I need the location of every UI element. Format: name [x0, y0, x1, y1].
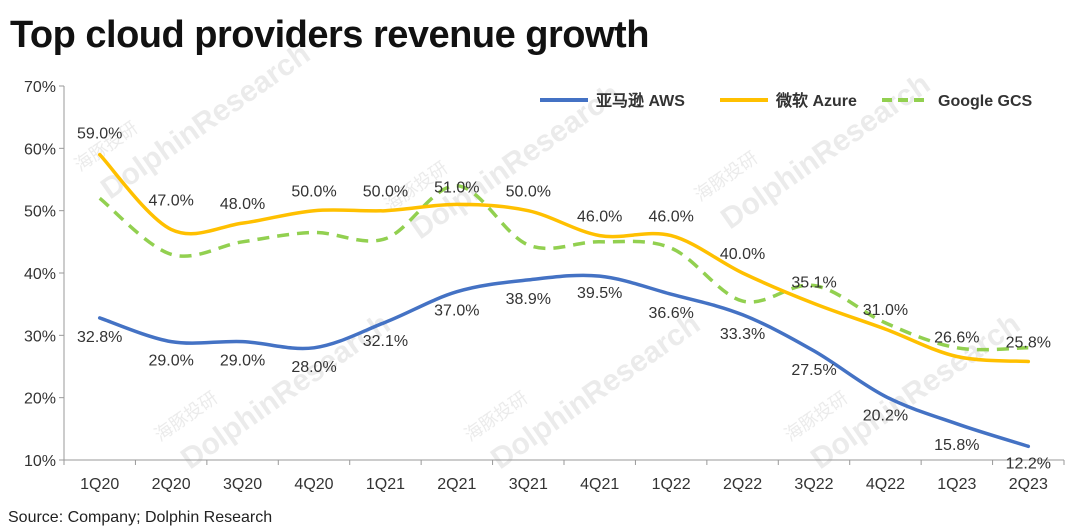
data-label-aws: 33.3% [720, 326, 765, 343]
data-label-aws: 29.0% [220, 353, 265, 370]
x-tick-label: 1Q23 [937, 476, 976, 493]
y-tick-label: 30% [24, 328, 56, 345]
data-label-azure: 50.0% [506, 184, 551, 201]
chart-title: Top cloud providers revenue growth [10, 14, 649, 56]
x-tick-label: 3Q22 [794, 476, 833, 493]
data-label-azure: 31.0% [863, 302, 908, 319]
data-label-aws: 36.6% [648, 305, 693, 322]
x-tick-label: 4Q22 [866, 476, 905, 493]
x-tick-label: 2Q22 [723, 476, 762, 493]
data-label-aws: 39.5% [577, 285, 622, 302]
y-tick-label: 70% [24, 79, 56, 96]
data-label-aws: 32.8% [77, 329, 122, 346]
data-label-azure: 50.0% [291, 184, 336, 201]
y-tick-label: 40% [24, 266, 56, 283]
y-tick-label: 60% [24, 141, 56, 158]
data-label-azure: 50.0% [363, 184, 408, 201]
x-tick-label: 2Q21 [437, 476, 476, 493]
data-label-azure: 26.6% [934, 330, 979, 347]
x-tick-label: 2Q23 [1009, 476, 1048, 493]
x-tick-label: 3Q21 [509, 476, 548, 493]
data-label-aws: 29.0% [148, 353, 193, 370]
x-tick-label: 1Q20 [80, 476, 119, 493]
data-label-aws: 20.2% [863, 407, 908, 424]
data-label-aws: 32.1% [363, 333, 408, 350]
y-tick-label: 50% [24, 204, 56, 221]
series-line-gcs [98, 183, 1029, 352]
data-label-azure: 47.0% [148, 192, 193, 209]
data-label-azure: 35.1% [791, 275, 836, 292]
series-line-azure [97, 152, 1031, 364]
y-tick-label: 20% [24, 391, 56, 408]
x-tick-label: 1Q22 [652, 476, 691, 493]
data-label-azure: 40.0% [720, 246, 765, 263]
chart-axes: 10% 20% 30% 40% 50% 60% 70% 1Q20 2Q20 3Q20 4Q20 1Q2… [24, 79, 1065, 493]
x-tick-label: 2Q20 [152, 476, 191, 493]
x-tick-label: 3Q20 [223, 476, 262, 493]
series-lines [97, 152, 1031, 449]
series-line-aws [97, 273, 1031, 449]
data-label-azure: 51.0% [434, 179, 479, 196]
data-label-azure: 25.8% [1006, 335, 1051, 352]
data-label-aws: 12.2% [1006, 455, 1051, 472]
legend-label-azure: 微软 Azure [775, 91, 857, 110]
chart-legend: 亚马逊 AWS 微软 Azure Google GCS [540, 91, 1033, 110]
x-tick-label: 1Q21 [366, 476, 405, 493]
legend-label-aws: 亚马逊 AWS [596, 92, 685, 110]
data-labels: 32.8% 29.0% 29.0% 28.0% 32.1% 37.0% 38.9% 39.5%… [77, 126, 1051, 473]
data-label-aws: 15.8% [934, 437, 979, 454]
source-note: Source: Company; Dolphin Research [8, 509, 273, 526]
data-label-azure: 59.0% [77, 126, 122, 143]
data-label-azure: 46.0% [648, 209, 693, 226]
data-label-aws: 28.0% [291, 359, 336, 376]
y-tick-label: 10% [24, 453, 56, 470]
legend-label-gcs: Google GCS [938, 93, 1033, 110]
data-label-aws: 38.9% [506, 291, 551, 308]
data-label-aws: 37.0% [434, 303, 479, 320]
x-tick-label: 4Q21 [580, 476, 619, 493]
data-label-azure: 48.0% [220, 196, 265, 213]
x-tick-label: 4Q20 [294, 476, 333, 493]
data-label-aws: 27.5% [791, 362, 836, 379]
data-label-azure: 46.0% [577, 209, 622, 226]
